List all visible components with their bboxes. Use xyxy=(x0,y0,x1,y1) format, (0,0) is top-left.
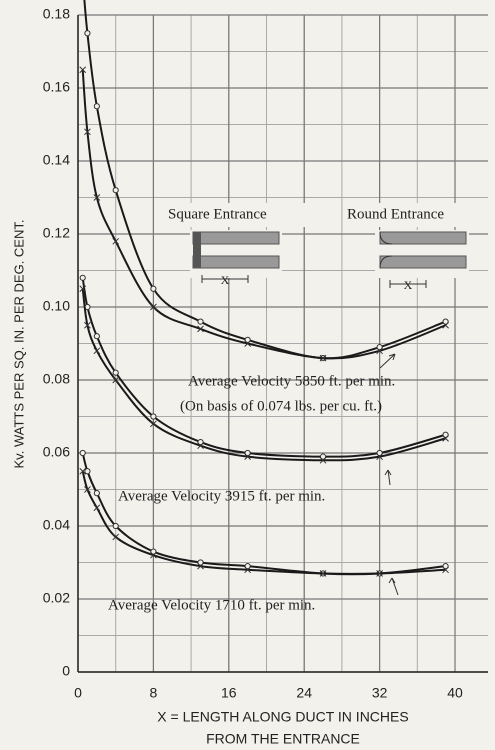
curve xyxy=(81,277,446,458)
y-tick-label: 0.10 xyxy=(43,298,70,314)
y-tick-label: 0 xyxy=(62,663,70,679)
point xyxy=(150,420,157,428)
point xyxy=(150,551,157,559)
point xyxy=(244,449,251,457)
point xyxy=(79,467,87,475)
point xyxy=(244,340,252,347)
point xyxy=(244,563,251,570)
point xyxy=(79,285,87,293)
x-tick-label: 8 xyxy=(150,685,158,701)
inset-bg xyxy=(343,203,489,227)
point xyxy=(93,504,101,512)
point xyxy=(150,303,157,311)
point xyxy=(93,103,100,110)
y-tick-label: 0.06 xyxy=(43,444,70,460)
point xyxy=(376,453,383,461)
point xyxy=(93,194,101,201)
round-duct-diagram xyxy=(375,230,469,288)
point xyxy=(112,369,119,376)
point xyxy=(442,566,449,574)
point xyxy=(84,30,91,37)
y-tick-label: 0.08 xyxy=(43,371,70,387)
point xyxy=(197,559,204,566)
inset-label: X xyxy=(404,278,413,292)
curve xyxy=(81,69,446,360)
point xyxy=(93,333,100,340)
point xyxy=(84,128,91,136)
point xyxy=(376,449,383,457)
annotation: (On basis of 0.074 lbs. per cu. ft.) xyxy=(180,398,382,414)
point xyxy=(244,336,251,343)
point xyxy=(319,453,327,460)
point xyxy=(442,563,449,570)
inset-label: Square Entrance xyxy=(168,206,267,222)
point xyxy=(319,456,327,464)
point xyxy=(93,347,101,355)
x-axis-label: X = LENGTH ALONG DUCT IN INCHES xyxy=(157,709,408,725)
annotation: Average Velocity 1710 ft. per min. xyxy=(108,597,315,613)
point xyxy=(376,570,383,577)
curve xyxy=(83,0,446,360)
y-tick-label: 0.04 xyxy=(43,517,70,533)
y-axis-label: Kv. WATTS PER SQ. IN. PER DEG. CENT. xyxy=(11,220,26,469)
x-tick-label: 0 xyxy=(74,685,82,701)
point xyxy=(244,453,252,461)
point xyxy=(244,566,252,574)
x-tick-label: 32 xyxy=(372,685,388,701)
inset-bg xyxy=(165,203,313,227)
grid xyxy=(77,14,488,673)
point xyxy=(79,274,86,281)
curve xyxy=(81,288,446,462)
point xyxy=(376,347,383,355)
point xyxy=(442,321,449,329)
point xyxy=(84,486,91,493)
curve xyxy=(81,471,446,575)
point xyxy=(150,285,157,292)
point xyxy=(79,449,86,457)
point xyxy=(197,318,204,325)
y-tick-label: 0.12 xyxy=(43,225,70,241)
x-axis-label: FROM THE ENTRANCE xyxy=(206,731,360,747)
x-tick-label: 24 xyxy=(296,685,312,701)
x-tick-label: 40 xyxy=(447,685,463,701)
square-duct-diagram xyxy=(190,230,282,283)
y-tick-label: 0.02 xyxy=(43,590,70,606)
point xyxy=(442,431,449,438)
point xyxy=(442,435,449,442)
pointer-arrows xyxy=(379,353,399,596)
point xyxy=(112,237,120,245)
point xyxy=(84,321,91,329)
point xyxy=(93,490,100,497)
point xyxy=(442,318,449,325)
point xyxy=(319,354,327,362)
point xyxy=(112,533,120,541)
y-tick-label: 0.14 xyxy=(43,152,70,168)
point xyxy=(197,562,204,570)
y-tick-label: 0.18 xyxy=(43,6,70,22)
annotation: Average Velocity 5850 ft. per min. xyxy=(188,373,395,389)
annotation: Average Velocity 3915 ft. per min. xyxy=(118,488,325,504)
inset-label: Round Entrance xyxy=(347,206,444,222)
point xyxy=(79,66,87,74)
point xyxy=(197,325,204,333)
point xyxy=(197,442,204,450)
point xyxy=(376,344,383,351)
inset-label: X xyxy=(221,273,230,287)
point xyxy=(112,522,119,530)
point xyxy=(112,376,120,384)
y-tick-label: 0.16 xyxy=(43,79,70,95)
point xyxy=(319,570,327,577)
point xyxy=(150,413,157,420)
point xyxy=(112,187,119,194)
point xyxy=(84,468,91,475)
x-tick-label: 16 xyxy=(221,685,237,701)
